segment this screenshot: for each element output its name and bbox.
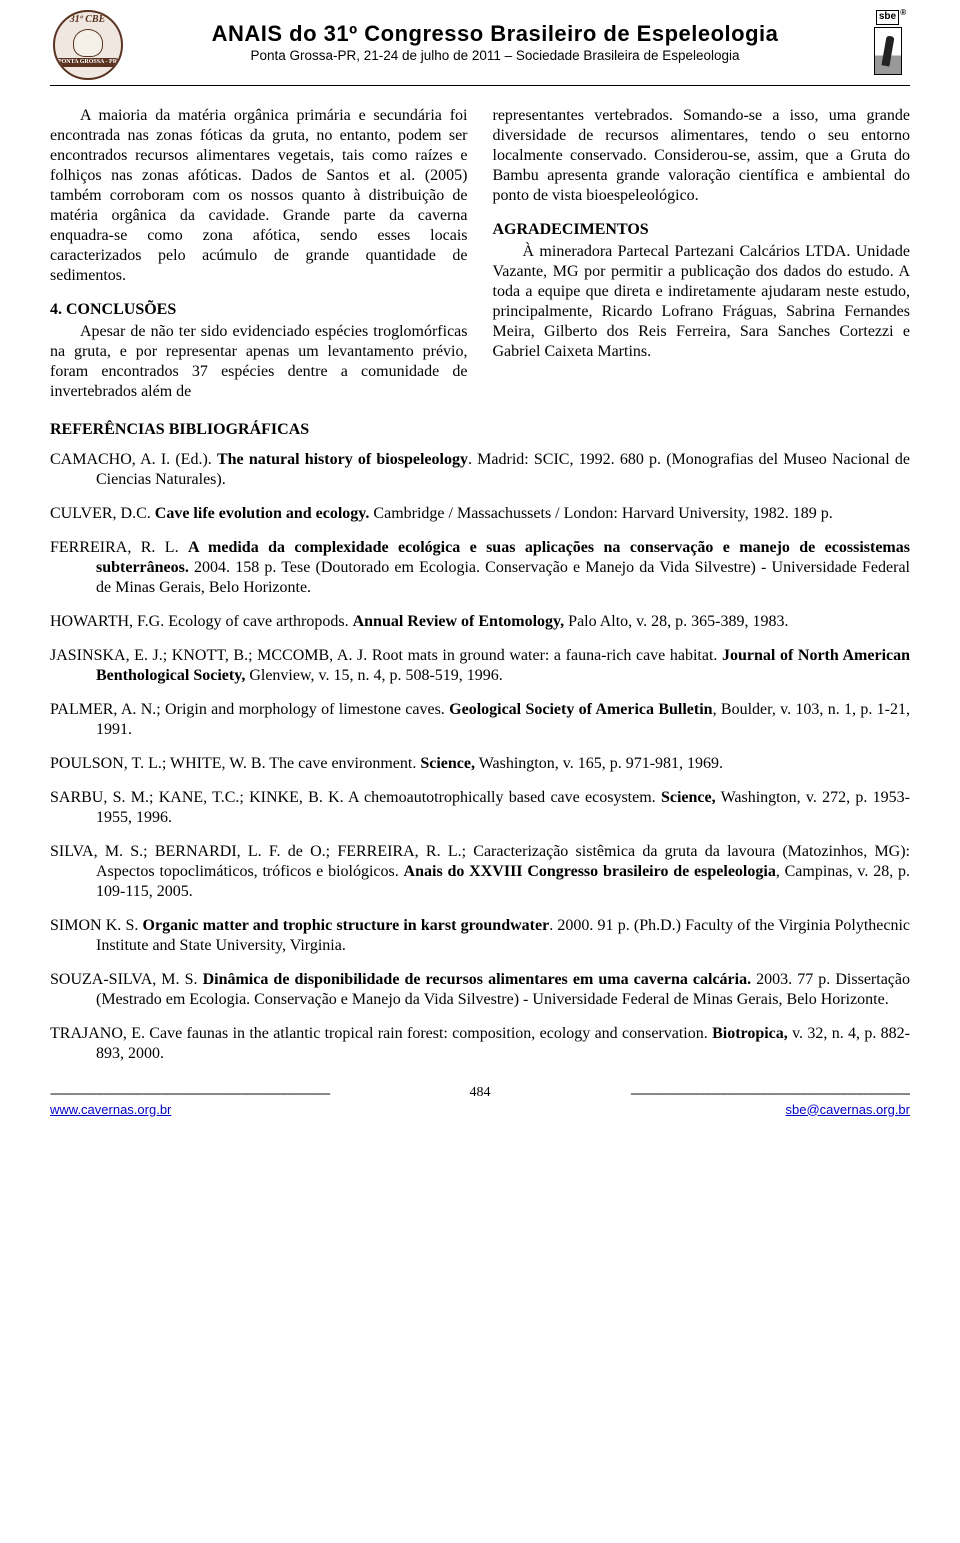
footer-dashes-right: ----------------------------------------… (497, 1085, 911, 1101)
reference-pre: TRAJANO, E. Cave faunas in the atlantic … (50, 1025, 712, 1042)
reference-title: Cave life evolution and ecology. (155, 505, 370, 522)
body-paragraph-vertebrates: representantes vertebrados. Somando-se a… (493, 106, 911, 206)
reference-title: Dinâmica de disponibilidade de recursos … (203, 971, 752, 988)
reference-post: Cambridge / Massachussets / London: Harv… (369, 505, 832, 522)
reference-title: Science, (420, 755, 475, 772)
heading-conclusoes: 4. CONCLUSÕES (50, 300, 468, 320)
reference-pre: POULSON, T. L.; WHITE, W. B. The cave en… (50, 755, 420, 772)
reference-pre: HOWARTH, F.G. Ecology of cave arthropods… (50, 613, 353, 630)
reference-pre: JASINSKA, E. J.; KNOTT, B.; MCCOMB, A. J… (50, 647, 722, 664)
congress-logo-left: 31º CBE PONTA GROSSA - PR (50, 10, 125, 80)
reference-title: Organic matter and trophic structure in … (143, 917, 550, 934)
reference-title: Biotropica, (712, 1025, 788, 1042)
congress-badge-head-icon (73, 29, 103, 57)
page-header: 31º CBE PONTA GROSSA - PR ANAIS do 31º C… (50, 10, 910, 86)
reference-pre: CAMACHO, A. I. (Ed.). (50, 451, 217, 468)
sbe-logo-right: sbe ® (865, 10, 910, 75)
heading-agradecimentos: AGRADECIMENTOS (493, 220, 911, 240)
reference-post: Glenview, v. 15, n. 4, p. 508-519, 1996. (245, 667, 502, 684)
reference-entry: SILVA, M. S.; BERNARDI, L. F. de O.; FER… (50, 842, 910, 902)
reference-entry: HOWARTH, F.G. Ecology of cave arthropods… (50, 612, 910, 632)
sbe-logo-text: sbe (879, 11, 896, 22)
header-title: ANAIS do 31º Congresso Brasileiro de Esp… (130, 20, 860, 48)
registered-icon: ® (900, 8, 906, 18)
reference-title: Annual Review of Entomology, (353, 613, 565, 630)
footer-dashes-left: ----------------------------------------… (50, 1085, 464, 1101)
reference-pre: PALMER, A. N.; Origin and morphology of … (50, 701, 449, 718)
reference-post: 2004. 158 p. Tese (Doutorado em Ecologia… (96, 559, 910, 596)
header-subtitle: Ponta Grossa-PR, 21-24 de julho de 2011 … (130, 48, 860, 65)
reference-title: Science, (661, 789, 716, 806)
reference-entry: SIMON K. S. Organic matter and trophic s… (50, 916, 910, 956)
reference-pre: SIMON K. S. (50, 917, 143, 934)
header-center: ANAIS do 31º Congresso Brasileiro de Esp… (125, 10, 865, 64)
page-footer-line: ----------------------------------------… (50, 1084, 910, 1102)
congress-badge: 31º CBE PONTA GROSSA - PR (53, 10, 123, 80)
sbe-logo-box (874, 27, 902, 75)
congress-badge-bottom-text: PONTA GROSSA - PR (55, 58, 120, 68)
heading-referencias: REFERÊNCIAS BIBLIOGRÁFICAS (50, 420, 910, 440)
congress-badge-top-text: 31º CBE (70, 14, 106, 27)
references-list: CAMACHO, A. I. (Ed.). The natural histor… (50, 450, 910, 1064)
reference-entry: CULVER, D.C. Cave life evolution and eco… (50, 504, 910, 524)
reference-entry: POULSON, T. L.; WHITE, W. B. The cave en… (50, 754, 910, 774)
reference-pre: CULVER, D.C. (50, 505, 155, 522)
reference-post: Washington, v. 165, p. 971-981, 1969. (475, 755, 723, 772)
references-section: REFERÊNCIAS BIBLIOGRÁFICAS CAMACHO, A. I… (50, 420, 910, 1064)
reference-entry: SARBU, S. M.; KANE, T.C.; KINKE, B. K. A… (50, 788, 910, 828)
reference-title: The natural history of biospeleology (217, 451, 468, 468)
reference-pre: SOUZA-SILVA, M. S. (50, 971, 203, 988)
sbe-logo-label: sbe ® (876, 10, 899, 25)
reference-pre: FERREIRA, R. L. (50, 539, 188, 556)
body-paragraph-organic-matter: A maioria da matéria orgânica primária e… (50, 106, 468, 286)
reference-entry: FERREIRA, R. L. A medida da complexidade… (50, 538, 910, 598)
page-number: 484 (464, 1084, 497, 1102)
reference-pre: SARBU, S. M.; KANE, T.C.; KINKE, B. K. A… (50, 789, 661, 806)
footer-links: www.cavernas.org.br sbe@cavernas.org.br (50, 1102, 910, 1118)
reference-entry: PALMER, A. N.; Origin and morphology of … (50, 700, 910, 740)
reference-entry: SOUZA-SILVA, M. S. Dinâmica de disponibi… (50, 970, 910, 1010)
two-column-body: A maioria da matéria orgânica primária e… (50, 106, 910, 402)
footer-link-left[interactable]: www.cavernas.org.br (50, 1102, 171, 1118)
body-paragraph-conclusoes: Apesar de não ter sido evidenciado espéc… (50, 322, 468, 402)
caver-figure-icon (881, 35, 894, 66)
reference-title: Geological Society of America Bulletin (449, 701, 712, 718)
reference-title: Anais do XXVIII Congresso brasileiro de … (404, 863, 776, 880)
reference-entry: TRAJANO, E. Cave faunas in the atlantic … (50, 1024, 910, 1064)
reference-entry: CAMACHO, A. I. (Ed.). The natural histor… (50, 450, 910, 490)
footer-link-right[interactable]: sbe@cavernas.org.br (786, 1102, 910, 1118)
reference-post: Palo Alto, v. 28, p. 365-389, 1983. (564, 613, 788, 630)
reference-entry: JASINSKA, E. J.; KNOTT, B.; MCCOMB, A. J… (50, 646, 910, 686)
body-paragraph-agradecimentos: À mineradora Partecal Partezani Calcário… (493, 242, 911, 362)
